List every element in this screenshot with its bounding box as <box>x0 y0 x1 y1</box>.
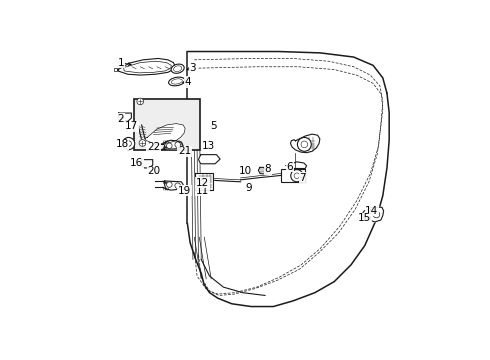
Text: 17: 17 <box>125 121 139 131</box>
Circle shape <box>167 143 172 149</box>
Polygon shape <box>165 181 183 190</box>
Text: 2: 2 <box>118 114 124 123</box>
Ellipse shape <box>169 77 185 86</box>
Text: 10: 10 <box>239 166 252 176</box>
Text: 15: 15 <box>358 213 371 224</box>
Circle shape <box>167 182 172 187</box>
Ellipse shape <box>172 79 182 84</box>
Polygon shape <box>291 134 320 153</box>
Polygon shape <box>118 58 175 75</box>
Text: 1: 1 <box>118 58 124 68</box>
Text: 5: 5 <box>210 121 217 131</box>
Text: 18: 18 <box>116 139 129 149</box>
Text: 14: 14 <box>365 206 378 216</box>
Text: 9: 9 <box>245 183 252 193</box>
Polygon shape <box>165 140 183 149</box>
Ellipse shape <box>173 66 182 72</box>
Text: 7: 7 <box>299 173 306 183</box>
Polygon shape <box>370 207 384 222</box>
Circle shape <box>197 179 204 186</box>
Circle shape <box>175 142 180 148</box>
Text: 19: 19 <box>178 186 191 196</box>
Text: 20: 20 <box>147 166 161 176</box>
Circle shape <box>139 140 146 146</box>
Circle shape <box>137 98 144 105</box>
Circle shape <box>176 141 182 148</box>
Circle shape <box>122 138 135 150</box>
Ellipse shape <box>171 64 184 73</box>
Circle shape <box>175 183 180 188</box>
Circle shape <box>199 181 202 184</box>
Circle shape <box>291 170 303 182</box>
Polygon shape <box>119 113 131 121</box>
Text: 13: 13 <box>201 141 215 151</box>
Text: 3: 3 <box>190 63 196 73</box>
Circle shape <box>363 210 371 219</box>
Text: 12: 12 <box>196 177 209 188</box>
Text: 21: 21 <box>178 146 191 156</box>
Circle shape <box>373 211 380 218</box>
FancyBboxPatch shape <box>281 169 305 183</box>
Circle shape <box>294 173 300 179</box>
Text: 11: 11 <box>196 186 209 196</box>
Polygon shape <box>145 123 185 144</box>
Polygon shape <box>142 159 153 168</box>
Polygon shape <box>258 167 269 174</box>
Polygon shape <box>195 174 213 190</box>
Polygon shape <box>290 162 307 168</box>
Circle shape <box>297 138 311 151</box>
Text: 6: 6 <box>287 162 293 172</box>
Text: 4: 4 <box>184 77 191 87</box>
Circle shape <box>126 141 131 146</box>
Text: 8: 8 <box>265 164 271 174</box>
Circle shape <box>301 141 308 148</box>
Polygon shape <box>198 155 220 164</box>
Text: 16: 16 <box>130 158 144 168</box>
Text: 22: 22 <box>147 142 160 152</box>
FancyBboxPatch shape <box>134 99 200 150</box>
